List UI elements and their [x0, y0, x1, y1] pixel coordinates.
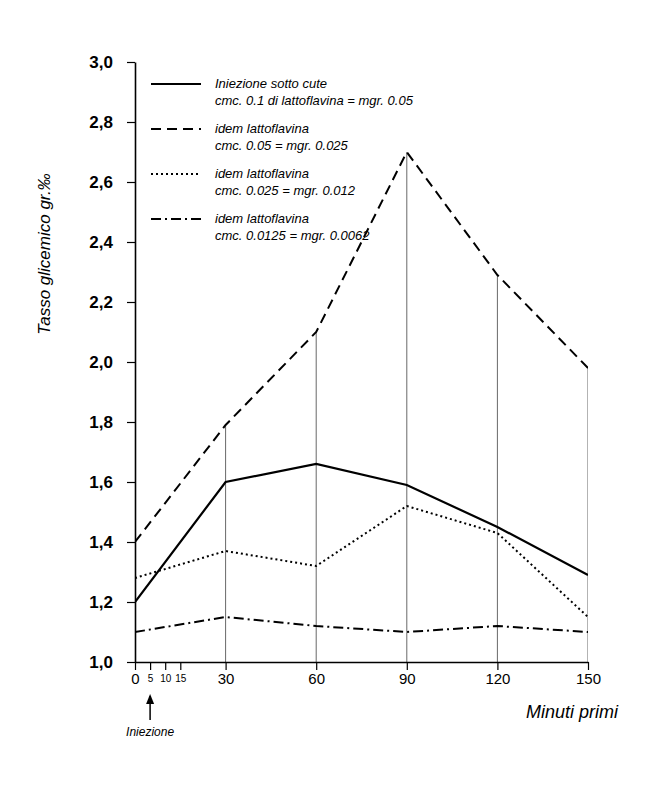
series-line	[135, 617, 588, 632]
y-tick: 2,4	[89, 233, 135, 252]
y-tick-label: 1,8	[89, 413, 113, 432]
y-tick-label: 2,8	[89, 113, 113, 132]
y-tick-label: 1,6	[89, 473, 113, 492]
x-tick-mark	[165, 662, 166, 670]
legend: Iniezione sotto cutecmc. 0.1 di lattofla…	[151, 76, 414, 243]
x-tick: 15	[175, 662, 187, 684]
x-tick: 10	[160, 662, 172, 684]
x-axis-line	[136, 662, 589, 664]
annotation: Iniezione	[126, 694, 174, 739]
x-tick: 90	[399, 662, 416, 687]
chart: 05 1015 30 60 90 120 150 1,0 1,2 1,4 1,6 1,8 2,0 2,2 2…	[0, 0, 664, 800]
x-tick: 0	[131, 662, 139, 687]
x-tick-mark	[497, 662, 498, 670]
y-tick-mark	[127, 302, 135, 303]
x-axis-title: Minuti primi	[526, 702, 619, 722]
x-tick-label: 90	[399, 670, 416, 687]
x-tick-mark	[135, 662, 136, 670]
y-tick-mark	[127, 242, 135, 243]
x-tick-label: 60	[308, 670, 325, 687]
y-tick: 2,6	[89, 173, 135, 192]
legend-swatch	[151, 83, 201, 85]
y-tick: 1,4	[89, 533, 135, 552]
legend-label: idem lattoflavinacmc. 0.025 = mgr. 0.012	[215, 166, 356, 198]
y-tick: 1,6	[89, 473, 135, 492]
annotation-text: Iniezione	[126, 725, 174, 739]
grid-line	[225, 425, 226, 662]
y-tick-mark	[127, 122, 135, 123]
legend-label: idem lattoflavinacmc. 0.0125 = mgr. 0.00…	[215, 211, 370, 243]
x-tick-mark	[150, 662, 151, 670]
x-tick-label: 120	[485, 670, 510, 687]
x-tick-label: 30	[218, 670, 235, 687]
y-tick: 1,0	[89, 653, 135, 672]
lines	[135, 152, 588, 632]
series-line	[135, 506, 588, 617]
y-tick-mark	[127, 182, 135, 183]
x-tick-mark	[316, 662, 317, 670]
annotation-arrowhead	[146, 694, 154, 704]
y-axis-title: Tasso glicemico gr.‰	[35, 173, 54, 334]
series-line	[135, 152, 588, 542]
legend-swatch	[151, 173, 201, 175]
x-tick-mark	[407, 662, 408, 670]
y-tick-mark	[127, 482, 135, 483]
y-tick-label: 2,6	[89, 173, 113, 192]
y-tick-mark	[127, 422, 135, 423]
legend-label: Iniezione sotto cutecmc. 0.1 di lattofla…	[215, 76, 414, 108]
grid-line	[588, 368, 589, 662]
x-tick: 120	[485, 662, 510, 687]
x-tick-label: 0	[131, 670, 139, 687]
grid-line	[406, 152, 407, 662]
y-tick: 1,8	[89, 413, 135, 432]
x-tick: 150	[576, 662, 601, 687]
legend-swatch	[151, 218, 201, 220]
y-tick-label: 1,4	[89, 533, 113, 552]
x-tick-mark	[180, 662, 181, 670]
y-tick-label: 3,0	[89, 53, 113, 72]
y-tick-mark	[127, 602, 135, 603]
x-tick-mark	[588, 662, 589, 670]
y-tick-label: 2,2	[89, 293, 113, 312]
x-tick: 5	[148, 662, 154, 684]
y-tick-mark	[127, 662, 135, 663]
y-tick-label: 1,0	[89, 653, 113, 672]
grid-line	[316, 332, 317, 662]
y-tick-label: 2,0	[89, 353, 113, 372]
x-tick-label: 150	[576, 670, 601, 687]
y-tick-mark	[127, 362, 135, 363]
x-tick: 60	[308, 662, 325, 687]
grid-line	[497, 275, 498, 662]
y-tick: 1,2	[89, 593, 135, 612]
grid	[135, 152, 588, 662]
x-tick-mark	[226, 662, 227, 670]
y-tick-mark	[127, 542, 135, 543]
y-tick-label: 1,2	[89, 593, 113, 612]
x-tick: 30	[218, 662, 235, 687]
y-tick-label: 2,4	[89, 233, 113, 252]
y-tick: 3,0	[89, 53, 135, 72]
x-tick-label: 10	[160, 673, 172, 684]
x-axis: 05 1015 30 60 90 120 150	[131, 662, 601, 687]
y-tick-mark	[127, 62, 135, 63]
x-tick-label: 5	[148, 673, 154, 684]
x-tick-label: 15	[175, 673, 187, 684]
y-tick: 2,2	[89, 293, 135, 312]
y-tick: 2,0	[89, 353, 135, 372]
y-tick: 2,8	[89, 113, 135, 132]
y-axis: 1,0 1,2 1,4 1,6 1,8 2,0 2,2 2,4 2,6 2,8 3,0	[89, 53, 135, 672]
legend-swatch	[151, 128, 201, 130]
legend-label: idem lattoflavinacmc. 0.05 = mgr. 0.025	[215, 121, 349, 153]
series-line	[135, 464, 588, 602]
